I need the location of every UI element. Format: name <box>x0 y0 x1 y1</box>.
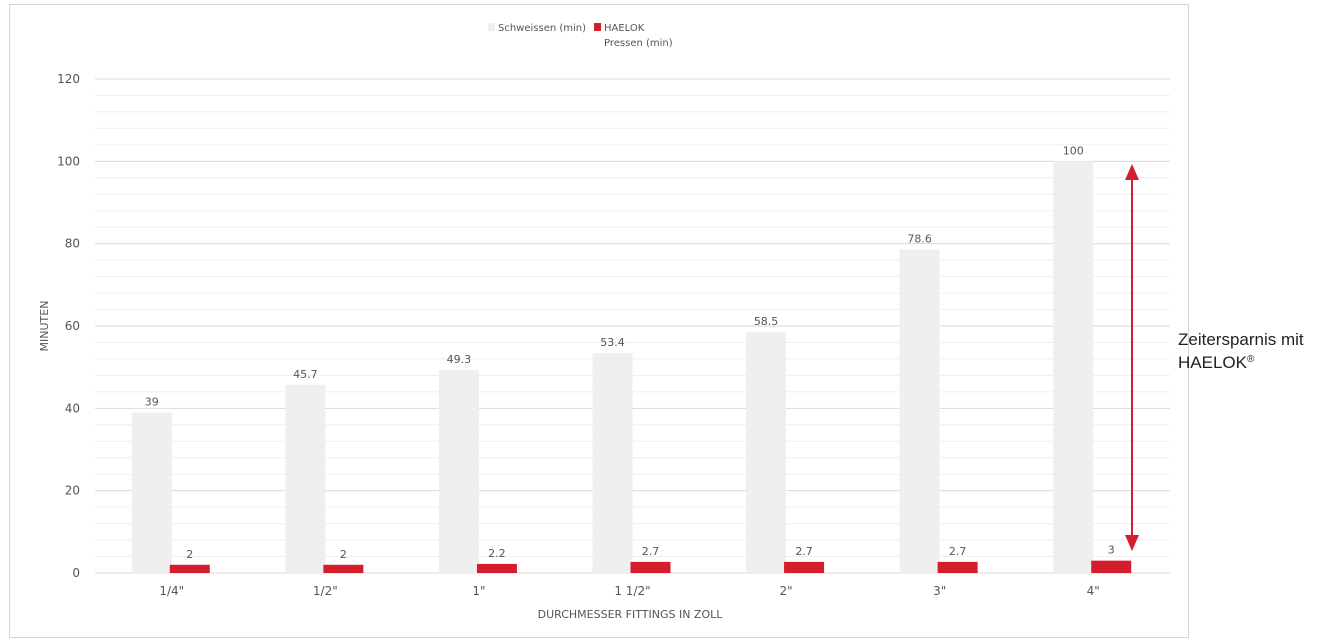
legend-swatch <box>594 23 601 31</box>
data-label-haelok: 2.7 <box>795 545 813 558</box>
arrow-head-top <box>1125 164 1139 180</box>
bar-schweissen <box>1053 161 1094 574</box>
data-label-schweissen: 53.4 <box>600 336 625 349</box>
data-label-haelok: 2.2 <box>488 547 506 560</box>
x-tick-label: 3" <box>933 584 946 598</box>
x-tick-label: 4" <box>1087 584 1100 598</box>
x-tick-label: 1/4" <box>159 584 184 598</box>
legend-label: Schweissen (min) <box>498 23 586 34</box>
data-label-schweissen: 45.7 <box>293 368 318 381</box>
legend: Schweissen (min) HAELOK Pressen (min) <box>488 23 673 49</box>
y-tick-label: 60 <box>65 319 80 333</box>
bar-haelok <box>937 561 978 573</box>
registered-mark: ® <box>1247 354 1255 365</box>
y-tick-label: 0 <box>72 566 80 580</box>
x-tick-label: 1" <box>472 584 485 598</box>
bar-haelok <box>1091 560 1132 573</box>
y-axis-ticks: 0 20 40 60 80 100 120 <box>57 72 80 580</box>
y-axis-title: MINUTEN <box>38 301 51 352</box>
data-label-haelok: 2 <box>340 548 347 561</box>
y-tick-label: 40 <box>65 401 80 415</box>
savings-annotation: Zeitersparnis mit HAELOK® <box>1125 164 1304 551</box>
data-label-schweissen: 39 <box>145 395 159 408</box>
y-tick-label: 80 <box>65 237 80 251</box>
bar-haelok <box>476 563 517 573</box>
annotation-line-2: HAELOK® <box>1178 353 1255 372</box>
x-axis-title: DURCHMESSER FITTINGS IN ZOLL <box>538 608 724 621</box>
legend-label: Pressen (min) <box>604 38 673 49</box>
legend-label: HAELOK <box>604 23 645 34</box>
x-tick-label: 2" <box>779 584 792 598</box>
data-label-schweissen: 58.5 <box>754 315 779 328</box>
y-tick-label: 100 <box>57 154 80 168</box>
bar-haelok <box>323 564 364 573</box>
data-label-haelok: 2.7 <box>949 545 967 558</box>
bar-haelok <box>630 561 671 573</box>
y-tick-label: 120 <box>57 72 80 86</box>
data-label-schweissen: 78.6 <box>907 232 932 245</box>
bar-schweissen <box>438 370 479 573</box>
bar-schweissen <box>131 412 172 573</box>
data-label-schweissen: 100 <box>1063 144 1084 157</box>
bar-schweissen <box>592 353 633 573</box>
x-tick-label: 1 1/2" <box>614 584 650 598</box>
data-label-haelok: 2 <box>186 548 193 561</box>
data-label-schweissen: 49.3 <box>447 353 472 366</box>
legend-swatch <box>488 23 495 31</box>
annotation-line-1: Zeitersparnis mit <box>1178 330 1304 349</box>
annotation-brand: HAELOK <box>1178 353 1248 372</box>
data-label-haelok: 3 <box>1108 544 1115 557</box>
data-label-haelok: 2.7 <box>642 545 660 558</box>
bar-schweissen <box>899 249 940 573</box>
arrow-head-bottom <box>1125 535 1139 551</box>
bar-haelok <box>169 564 210 573</box>
x-axis-ticks: 1/4" 1/2" 1" 1 1/2" 2" 3" 4" <box>159 584 1099 598</box>
bar-haelok <box>784 561 825 573</box>
bars <box>131 161 1132 574</box>
y-tick-label: 20 <box>65 484 80 498</box>
bar-schweissen <box>746 332 787 573</box>
bar-schweissen <box>285 384 326 573</box>
x-tick-label: 1/2" <box>313 584 338 598</box>
data-labels: 39 2 45.7 2 49.3 2.2 53.4 2.7 58.5 2.7 78.6 2.7 100 3 <box>145 144 1115 560</box>
